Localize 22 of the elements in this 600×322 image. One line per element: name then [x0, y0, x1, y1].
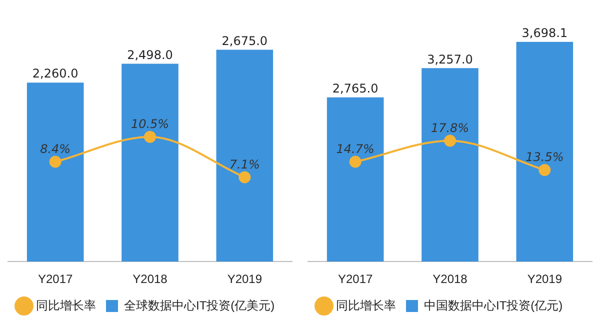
x-tick-label: Y2019	[227, 272, 262, 286]
data-label: 13.5%	[526, 150, 564, 164]
data-label: 3,698.1	[522, 26, 568, 40]
x-tick-label: Y2017	[38, 272, 74, 286]
data-label: 2,498.0	[127, 48, 173, 62]
x-tick-label: Y2017	[338, 272, 374, 286]
data-label: 17.8%	[430, 120, 470, 135]
x-tick-label: Y2018	[132, 272, 168, 286]
data-label: 7.1%	[229, 157, 260, 172]
legend-label: 同比增长率	[36, 298, 96, 312]
legend-label: 同比增长率	[336, 298, 396, 312]
data-label: 3,257.0	[427, 52, 473, 66]
data-label: 14.7%	[336, 142, 374, 156]
data-label: 2,675.0	[222, 34, 268, 48]
x-tick-label: Y2019	[527, 272, 562, 286]
data-label: 2,260.0	[32, 66, 78, 81]
data-label: 2,765.0	[332, 81, 378, 96]
x-tick-label: Y2018	[432, 272, 468, 286]
data-label: 10.5%	[130, 116, 170, 131]
legend-label: 全球数据中心IT投资(亿美元)	[124, 298, 275, 312]
legend-label: 中国数据中心IT投资(亿元)	[424, 298, 563, 312]
data-label: 8.4%	[40, 142, 71, 156]
